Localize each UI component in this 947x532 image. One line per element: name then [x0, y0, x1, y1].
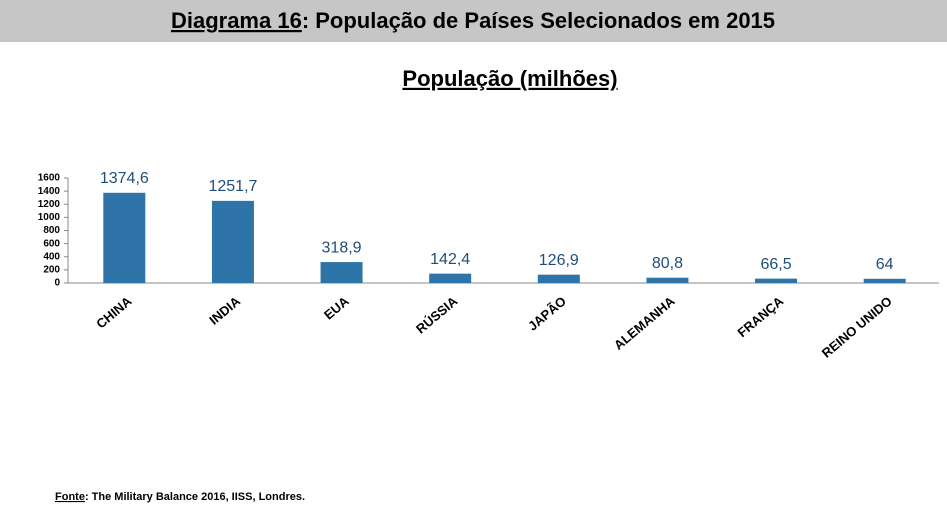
header-title: Diagrama 16: População de Países Selecio… — [171, 8, 775, 33]
y-tick-label: 1600 — [38, 173, 61, 184]
data-label: 1251,7 — [208, 178, 257, 195]
bar — [429, 273, 472, 283]
data-label: 64 — [876, 256, 894, 273]
source-label: Fonte — [55, 491, 85, 503]
y-tick-label: 1400 — [38, 186, 61, 197]
y-tick-label: 800 — [43, 225, 60, 236]
y-tick-label: 0 — [54, 278, 60, 289]
bar — [320, 262, 363, 283]
source: Fonte: The Military Balance 2016, IISS, … — [55, 491, 305, 503]
y-tick-label: 600 — [43, 238, 60, 249]
y-tick-label: 400 — [43, 251, 60, 262]
bar — [646, 277, 689, 283]
x-tick-label: EUA — [321, 293, 352, 323]
bar — [211, 200, 254, 283]
bar — [863, 278, 906, 283]
x-tick-label: RÚSSIA — [413, 293, 461, 336]
data-label: 80,8 — [652, 255, 683, 272]
header-label: Diagrama 16 — [171, 8, 302, 33]
x-tick-label: CHINA — [93, 293, 135, 331]
header-text: : População de Países Selecionados em 20… — [302, 8, 775, 33]
x-tick-label: REINO UNIDO — [819, 293, 895, 360]
bar — [537, 274, 580, 283]
y-tick-label: 1200 — [38, 199, 61, 210]
x-tick-label: FRANÇA — [735, 293, 787, 340]
bar — [755, 278, 798, 283]
data-label: 1374,6 — [100, 170, 149, 187]
source-text: : The Military Balance 2016, IISS, Londr… — [85, 491, 305, 503]
x-tick-label: JAPÃO — [525, 293, 569, 333]
data-label: 126,9 — [539, 252, 579, 269]
x-tick-label: ALEMANHA — [611, 293, 678, 353]
header-bar — [0, 0, 947, 42]
data-label: 318,9 — [322, 239, 362, 256]
chart-title: População (milhões) — [402, 66, 617, 91]
x-tick-label: INDIA — [206, 293, 243, 328]
data-label: 142,4 — [430, 251, 470, 268]
data-label: 66,5 — [760, 256, 791, 273]
bar — [103, 192, 146, 283]
y-tick-label: 1000 — [38, 212, 61, 223]
y-tick-label: 200 — [43, 265, 60, 276]
